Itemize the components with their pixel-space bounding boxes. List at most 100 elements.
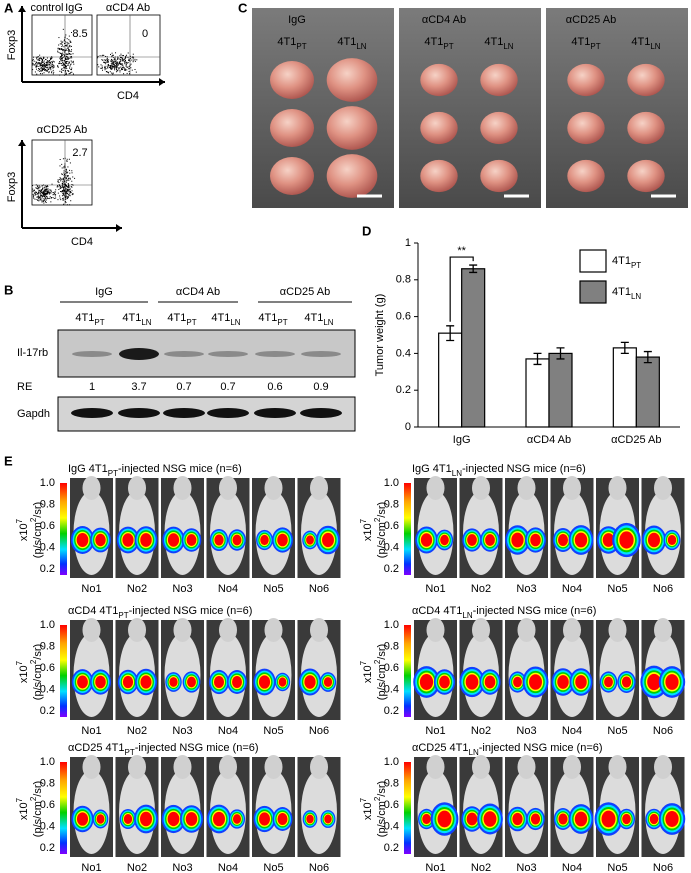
signal-blob <box>465 674 479 690</box>
event-dot <box>131 69 133 71</box>
event-dot <box>42 198 44 200</box>
event-dot <box>50 63 52 65</box>
event-dot <box>127 52 129 54</box>
event-dot <box>112 61 114 63</box>
event-dot <box>52 194 54 196</box>
event-dot <box>50 57 52 59</box>
event-dot <box>62 61 64 63</box>
mouse-head <box>426 476 445 500</box>
event-dot <box>71 170 73 172</box>
signal-blob <box>484 675 496 689</box>
colorbar <box>60 625 67 717</box>
colorbar-tick: 0.6 <box>384 520 399 532</box>
event-dot <box>109 66 111 68</box>
legend-label-part: LN <box>631 292 641 301</box>
event-dot <box>59 187 61 189</box>
event-dot <box>115 67 117 69</box>
event-dot <box>62 186 64 188</box>
event-dot <box>107 62 109 64</box>
event-dot <box>49 196 51 198</box>
event-dot <box>129 58 131 60</box>
event-dot <box>128 58 130 60</box>
event-dot <box>44 65 46 67</box>
event-dot <box>64 50 66 52</box>
signal-blob <box>440 534 449 546</box>
event-dot <box>51 57 53 59</box>
re-value: 0.7 <box>220 381 235 393</box>
colorbar-label-part: 7 <box>359 518 368 523</box>
event-dot <box>47 186 49 188</box>
event-dot <box>37 188 39 190</box>
colorbar-tick: 1.0 <box>40 477 55 489</box>
event-dot <box>57 199 59 201</box>
lane-label: 4T1LN <box>211 312 240 327</box>
lane-label-part: LN <box>356 42 366 51</box>
event-dot <box>69 41 71 43</box>
event-dot <box>65 62 67 64</box>
event-dot <box>103 61 105 63</box>
colorbar-label-part: 2 <box>29 517 38 522</box>
event-dot <box>116 63 118 65</box>
event-dot <box>36 192 38 194</box>
mouse-head <box>472 618 490 642</box>
event-dot <box>65 64 67 66</box>
event-dot <box>32 185 34 187</box>
event-dot <box>65 185 67 187</box>
event-dot <box>39 58 41 60</box>
event-dot <box>62 56 64 58</box>
event-dot <box>62 197 64 199</box>
mouse-head <box>608 618 627 642</box>
event-dot <box>50 192 52 194</box>
event-dot <box>125 56 127 58</box>
event-dot <box>69 178 71 180</box>
event-dot <box>69 40 71 42</box>
event-dot <box>46 64 48 66</box>
event-dot <box>66 172 68 174</box>
event-dot <box>62 63 64 65</box>
event-dot <box>70 50 72 52</box>
event-dot <box>47 197 49 199</box>
event-dot <box>59 178 61 180</box>
event-dot <box>39 62 41 64</box>
event-dot <box>62 50 64 52</box>
event-dot <box>55 193 57 195</box>
event-dot <box>61 46 63 48</box>
event-dot <box>67 48 69 50</box>
event-dot <box>66 175 68 177</box>
event-dot <box>44 66 46 68</box>
event-dot <box>62 191 64 193</box>
event-dot <box>40 191 42 193</box>
event-dot <box>63 174 65 176</box>
event-dot <box>120 64 122 66</box>
tumor <box>326 154 378 198</box>
event-dot <box>104 61 106 63</box>
colorbar-tick: 0.4 <box>384 820 399 832</box>
event-dot <box>66 58 68 60</box>
mouse-body <box>301 770 337 854</box>
event-dot <box>60 180 62 182</box>
legend-label-part: 4T1 <box>612 286 631 298</box>
event-dot <box>66 185 68 187</box>
event-dot <box>63 62 65 64</box>
event-dot <box>43 200 45 202</box>
event-dot <box>132 56 134 58</box>
event-dot <box>59 70 61 72</box>
event-dot <box>64 49 66 51</box>
event-dot <box>51 66 53 68</box>
event-dot <box>68 190 70 192</box>
event-dot <box>45 63 47 65</box>
event-dot <box>70 63 72 65</box>
colorbar-label-part: /sr) <box>376 502 388 518</box>
event-dot <box>48 61 50 63</box>
event-dot <box>61 54 63 56</box>
event-dot <box>112 54 114 56</box>
event-dot <box>102 54 104 56</box>
re-value: 0.7 <box>176 381 191 393</box>
event-dot <box>53 71 55 73</box>
event-dot <box>65 175 67 177</box>
colorbar-label-part: 2 <box>373 659 382 664</box>
event-dot <box>69 56 71 58</box>
event-dot <box>66 38 68 40</box>
event-dot <box>38 190 40 192</box>
event-dot <box>45 201 47 203</box>
